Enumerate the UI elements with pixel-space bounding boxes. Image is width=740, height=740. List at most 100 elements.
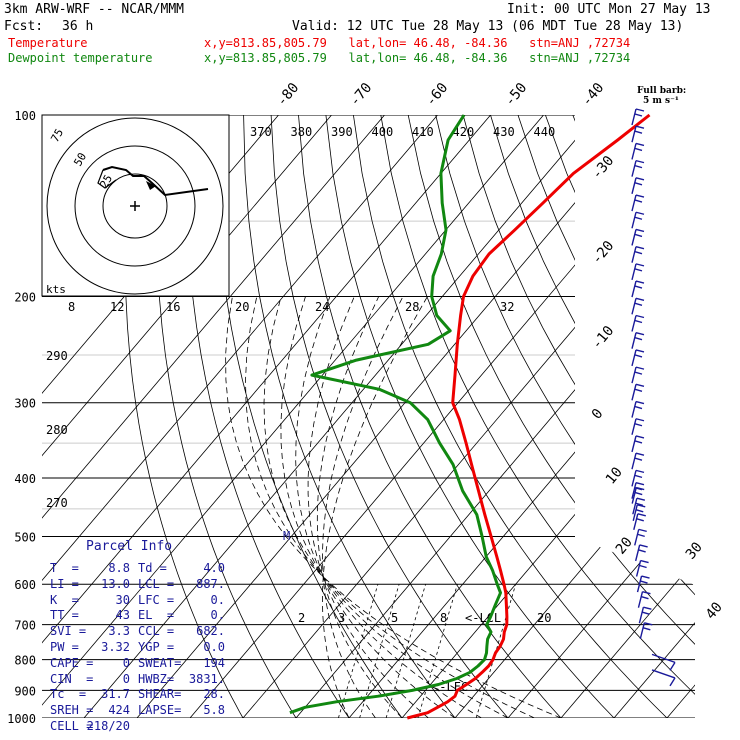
parcel-cell: 31.7 <box>101 687 130 702</box>
isotherm-line <box>42 115 385 718</box>
parcel-cell: 5.8 <box>203 703 225 718</box>
wind-barb-flag <box>642 611 650 615</box>
parcel-cell: 0 <box>122 671 130 686</box>
parcel-cell: 3.3 <box>108 624 130 639</box>
wind-barb-shaft <box>651 653 676 664</box>
forecast-label: Fcst: <box>4 19 44 34</box>
wind-barb-flag <box>634 423 643 427</box>
forecast-hour: 36 h <box>62 19 94 34</box>
wind-barb-shaft <box>631 280 637 298</box>
isotherm-diag-label: -50 <box>502 80 531 110</box>
wind-barb-flag <box>635 194 645 198</box>
parcel-row: TT = 43 EL = 0. <box>50 608 225 623</box>
isotherm-line <box>42 115 544 718</box>
parcel-cell: CIN = <box>50 671 94 686</box>
parcel-cell: SHEAR= <box>138 687 182 702</box>
moist-adiabat-line <box>280 296 482 718</box>
wind-barb-flag <box>642 590 651 595</box>
wind-barb-shaft <box>631 229 637 246</box>
wind-barb-shaft <box>638 607 645 624</box>
parcel-row: PW = 3.32 YGP = 0.0 <box>50 640 225 655</box>
isotherm-top-label: 32 <box>500 300 514 314</box>
wind-barb-flag <box>636 509 644 513</box>
isotherm-line <box>136 115 650 718</box>
parcel-cell: 28. <box>203 687 225 702</box>
wind-barb-shaft <box>635 560 642 577</box>
wind-barb-flag <box>635 400 645 405</box>
pressure-tick-500: 500 <box>14 530 36 544</box>
dry-adiabat-line <box>270 115 509 718</box>
barb-legend-value: 5 m s⁻¹ <box>643 96 679 106</box>
dry-adiabat-line <box>462 115 695 718</box>
wind-barb <box>631 469 645 487</box>
isotherm-diag-label: -20 <box>589 238 618 268</box>
parcel-cell: LFC = <box>138 592 175 607</box>
isotherm-line <box>242 115 695 718</box>
moist-adiabat-line <box>225 296 562 718</box>
isotherm-line <box>560 115 695 718</box>
wind-barb-shaft <box>634 544 641 562</box>
pressure-tick-400: 400 <box>14 472 36 486</box>
parcel-cell: HWBZ= <box>138 671 175 686</box>
parcel-cell: 43 <box>115 608 130 623</box>
wind-barb-flag <box>644 622 653 626</box>
wind-barb-flag <box>634 182 643 186</box>
isotherm-line <box>295 115 695 718</box>
wind-barb <box>638 606 652 624</box>
wind-barb-flag <box>635 332 645 336</box>
parcel-row: SVI = 3.3 CCL = 682. <box>50 624 225 639</box>
wind-barb <box>651 653 676 671</box>
dry-adiabat-line <box>298 115 562 718</box>
wind-barb-shaft <box>632 498 638 515</box>
isotherm-line <box>401 115 695 718</box>
wind-barb-flag <box>634 216 643 220</box>
wind-barb-flag <box>635 502 644 506</box>
isotherm-line <box>507 115 695 718</box>
wind-barb-shaft <box>639 622 646 639</box>
wind-barb-shaft <box>631 487 637 504</box>
wind-barb <box>635 559 649 577</box>
parcel-cell: T = <box>50 561 79 575</box>
mixing-ratio-label: 5 <box>391 611 398 625</box>
parcel-row: T = 8.8 Td = 4.0 <box>50 561 225 576</box>
wind-barb <box>634 544 648 562</box>
parcel-cell: 0 <box>122 655 130 670</box>
wind-barb-flag <box>640 580 648 584</box>
wind-barb-shaft <box>651 669 676 679</box>
isotherm-diag-label: 10 <box>603 464 626 487</box>
moist-adiabat-line <box>263 296 509 718</box>
wind-barb-shaft <box>637 591 644 608</box>
wind-barb-flag <box>634 388 643 393</box>
wind-barb-flag <box>634 405 643 410</box>
location-dewpoint: x,y=813.85,805.79 lat,lon= 46.48, -84.36… <box>204 51 631 65</box>
wind-barb-flag <box>635 349 645 353</box>
wind-barb-shaft <box>631 108 637 126</box>
isotherm-line <box>42 115 332 718</box>
parcel-cell: 682. <box>196 624 225 639</box>
location-temperature: x,y=813.85,805.79 lat,lon= 46.48, -84.36… <box>204 36 631 50</box>
isotherm-diag-label: 0 <box>589 406 607 423</box>
wind-barb-flag <box>638 528 647 533</box>
wind-barb-flag <box>636 518 644 522</box>
wind-barb-shaft <box>632 504 638 521</box>
wind-barb <box>631 297 645 315</box>
parcel-row: K = 30 LFC = 0. <box>50 593 225 608</box>
wind-barb-flag <box>634 474 643 479</box>
parcel-cell: 8.8 <box>108 561 130 575</box>
wind-barb-flag <box>634 199 643 203</box>
parcel-cell: Td = <box>138 561 167 575</box>
isotherm-diag-label: 20 <box>613 534 636 557</box>
wind-barb <box>632 497 646 515</box>
parcel-cell: LCL = <box>138 576 175 591</box>
wind-barb-flag <box>634 337 643 341</box>
hodo-ring-25: 25 <box>97 173 115 191</box>
wind-barb-flag <box>634 164 643 169</box>
mixing-ratio-line <box>385 584 426 718</box>
isotherm-line <box>189 115 695 718</box>
isotherm-diag-label: -60 <box>423 80 452 110</box>
wind-barb-shaft <box>631 177 637 195</box>
dry-adiabat-line <box>517 115 695 718</box>
dry-adiabat-line <box>243 115 456 718</box>
wind-barb <box>631 280 645 298</box>
wind-barb <box>631 108 645 126</box>
